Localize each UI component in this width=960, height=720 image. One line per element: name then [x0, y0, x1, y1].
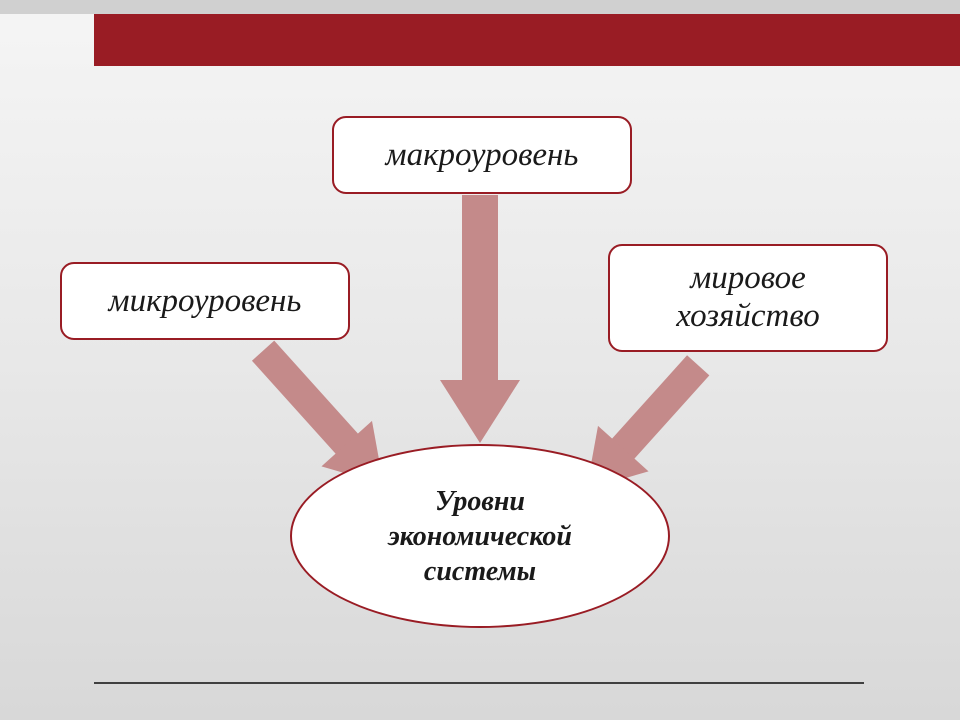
node-center: Уровни экономической системы [290, 444, 670, 628]
node-top: макроуровень [332, 116, 632, 194]
node-center-label: Уровни экономической системы [388, 484, 572, 589]
diagram-container: микроуровень макроуровень мировое хозяйс… [0, 0, 960, 720]
bottom-rule [94, 682, 864, 684]
node-left-label: микроуровень [109, 283, 302, 320]
node-right: мировое хозяйство [608, 244, 888, 352]
arrow-top [420, 185, 540, 455]
node-left: микроуровень [60, 262, 350, 340]
node-right-label: мировое хозяйство [676, 260, 819, 336]
node-top-label: макроуровень [386, 137, 579, 174]
